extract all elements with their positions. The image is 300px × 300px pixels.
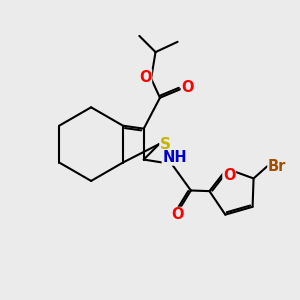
Text: O: O [223,168,236,183]
Text: O: O [182,80,194,95]
Text: O: O [171,207,184,222]
Text: S: S [160,136,171,152]
Text: NH: NH [162,150,187,165]
Text: O: O [139,70,152,85]
Text: Br: Br [268,159,286,174]
